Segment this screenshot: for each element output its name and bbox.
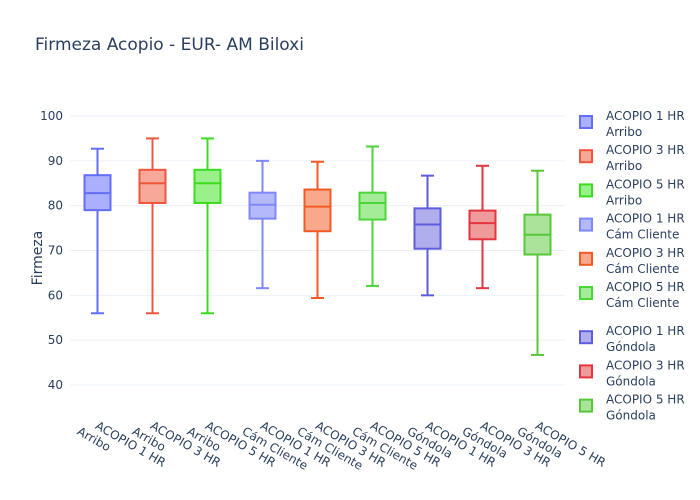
legend-label-line2: Góndola xyxy=(606,409,656,423)
box-trace xyxy=(413,174,442,297)
iqr-box xyxy=(193,168,222,204)
y-tick-label: 40 xyxy=(48,378,63,392)
legend-label-line2: Cám Cliente xyxy=(606,262,679,276)
legend-label-line1: ACOPIO 3 HR xyxy=(606,143,685,157)
legend-label-line2: Arribo xyxy=(606,193,642,207)
legend-item[interactable]: ACOPIO 1 HR Góndola xyxy=(579,324,685,354)
legend-label-line1: ACOPIO 5 HR xyxy=(606,177,685,191)
legend-item[interactable]: ACOPIO 5 HR Arribo xyxy=(579,177,685,207)
legend-label-line1: ACOPIO 5 HR xyxy=(606,280,685,294)
legend-item[interactable]: ACOPIO 5 HR Cám Cliente xyxy=(579,280,685,310)
legend-swatch xyxy=(579,217,593,232)
iqr-box xyxy=(138,168,167,204)
legend-item[interactable]: ACOPIO 3 HR Cám Cliente xyxy=(579,246,685,276)
y-tick-label: 100 xyxy=(40,109,63,123)
box-trace xyxy=(83,147,112,315)
legend-swatch xyxy=(579,398,593,413)
y-tick-label: 90 xyxy=(48,154,63,168)
legend-swatch xyxy=(579,183,593,198)
legend-label-line1: ACOPIO 3 HR xyxy=(606,246,685,260)
legend-item[interactable]: ACOPIO 1 HR Cám Cliente xyxy=(579,212,685,242)
legend-label-line1: ACOPIO 5 HR xyxy=(606,393,685,407)
legend-swatch xyxy=(579,364,593,379)
legend-swatch xyxy=(579,149,593,164)
legend-label-line1: ACOPIO 1 HR xyxy=(606,109,685,123)
y-tick-label: 50 xyxy=(48,333,63,347)
legend-item[interactable]: ACOPIO 5 HR Góndola xyxy=(579,393,685,423)
box-trace xyxy=(468,164,497,290)
box-trace xyxy=(248,159,277,290)
legend-label-line2: Arribo xyxy=(606,125,642,139)
legend-label-line2: Cám Cliente xyxy=(606,296,679,310)
iqr-box xyxy=(358,191,387,221)
legend-swatch xyxy=(579,286,593,300)
legend-swatch xyxy=(579,115,593,129)
legend-item[interactable]: ACOPIO 3 HR Arribo xyxy=(579,143,685,173)
legend-label-line1: ACOPIO 3 HR xyxy=(606,358,685,372)
legend-label-line2: Góndola xyxy=(606,374,656,388)
legend-label-line1: ACOPIO 1 HR xyxy=(606,324,685,338)
legend-label-line1: ACOPIO 1 HR xyxy=(606,212,685,226)
iqr-box xyxy=(413,207,442,250)
y-axis-label: Firmeza xyxy=(30,231,46,286)
box-trace xyxy=(358,145,387,287)
legend-label-line2: Góndola xyxy=(606,340,656,354)
legend-label-line2: Arribo xyxy=(606,159,642,173)
legend-swatch xyxy=(579,330,593,345)
chart-title: Firmeza Acopio - EUR- AM Biloxi xyxy=(35,35,304,55)
y-tick-label: 80 xyxy=(48,199,63,213)
y-tick-label: 60 xyxy=(48,288,63,302)
y-tick-label: 70 xyxy=(48,244,63,258)
iqr-box xyxy=(303,188,332,233)
legend-item[interactable]: ACOPIO 3 HR Góndola xyxy=(579,358,685,388)
box-trace xyxy=(303,160,332,300)
box-trace xyxy=(138,137,167,315)
iqr-box xyxy=(468,209,497,241)
legend-swatch xyxy=(579,251,593,266)
legend-item[interactable]: ACOPIO 1 HR Arribo xyxy=(579,109,685,139)
box-trace xyxy=(523,169,552,356)
legend-label-line2: Cám Cliente xyxy=(606,228,679,242)
box-trace xyxy=(193,137,222,315)
